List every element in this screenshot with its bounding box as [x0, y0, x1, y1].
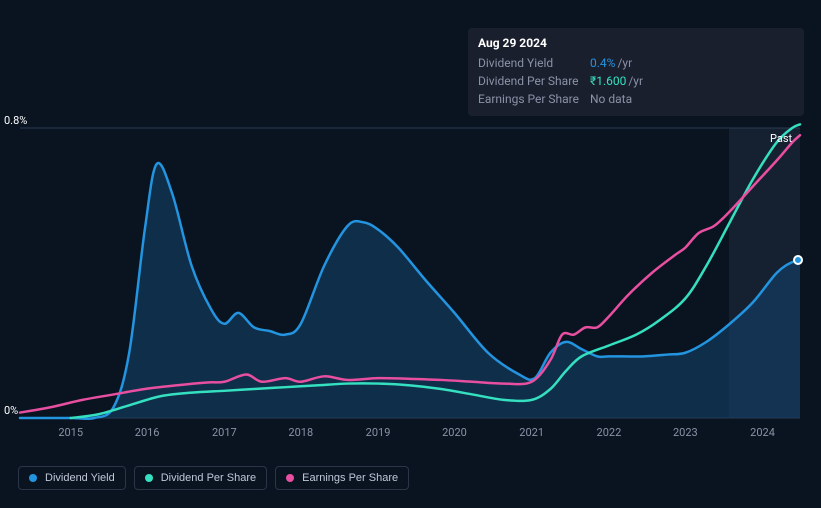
x-axis-label: 2016	[135, 426, 160, 439]
legend-dot-icon	[145, 474, 153, 482]
y-axis-label: 0.8%	[4, 114, 44, 127]
legend-item-dividend-per-share[interactable]: Dividend Per Share	[134, 466, 267, 490]
legend-dot-icon	[29, 474, 37, 482]
x-axis-label: 2018	[288, 426, 313, 439]
x-axis-label: 2023	[673, 426, 698, 439]
tooltip-row-value: ₹1.600	[590, 72, 626, 90]
x-axis-label: 2015	[58, 426, 83, 439]
legend-item-label: Dividend Per Share	[161, 472, 256, 484]
past-label: Past	[770, 132, 792, 145]
tooltip-title: Aug 29 2024	[478, 36, 794, 50]
tooltip-row-label: Dividend Per Share	[478, 72, 590, 90]
x-axis-label: 2017	[212, 426, 237, 439]
tooltip-row: Dividend Per Share₹1.600 /yr	[478, 72, 794, 90]
tooltip-row-value: No data	[590, 90, 632, 108]
tooltip-row: Dividend Yield0.4% /yr	[478, 54, 794, 72]
legend-dot-icon	[286, 474, 294, 482]
tooltip-row-value: 0.4%	[590, 54, 615, 72]
legend-item-label: Dividend Yield	[45, 472, 115, 484]
x-axis-label: 2022	[597, 426, 622, 439]
tooltip-row-unit: /yr	[617, 54, 632, 72]
legend-item-dividend-yield[interactable]: Dividend Yield	[18, 466, 126, 490]
tooltip-row-unit: /yr	[628, 72, 643, 90]
x-axis-label: 2019	[366, 426, 391, 439]
tooltip: Aug 29 2024 Dividend Yield0.4% /yrDivide…	[468, 28, 804, 116]
tooltip-row-label: Dividend Yield	[478, 54, 590, 72]
y-axis-label: 0%	[4, 404, 44, 417]
x-axis-label: 2021	[519, 426, 544, 439]
legend-item-earnings-per-share[interactable]: Earnings Per Share	[275, 466, 409, 490]
legend: Dividend Yield Dividend Per Share Earnings…	[18, 466, 409, 490]
legend-item-label: Earnings Per Share	[302, 472, 398, 484]
x-axis-label: 2024	[750, 426, 775, 439]
tooltip-row: Earnings Per ShareNo data	[478, 90, 794, 108]
tooltip-row-label: Earnings Per Share	[478, 90, 590, 108]
x-axis-label: 2020	[442, 426, 467, 439]
